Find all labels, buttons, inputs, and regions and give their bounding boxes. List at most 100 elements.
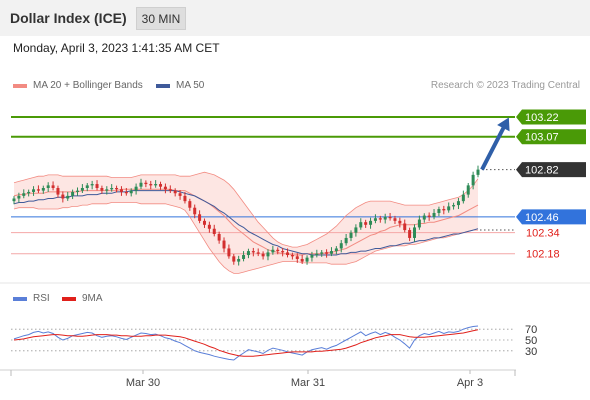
rsi-tick-label: 50 <box>525 335 537 347</box>
price-badge: 102.46 <box>516 209 586 225</box>
candle <box>452 205 456 207</box>
candle <box>32 189 36 192</box>
candle <box>359 222 363 228</box>
candle <box>149 184 153 186</box>
bollinger-swatch <box>13 83 27 88</box>
candle <box>202 220 206 225</box>
candle <box>369 220 373 225</box>
candle <box>373 218 377 221</box>
candle <box>217 234 221 241</box>
candle <box>168 189 172 191</box>
candle <box>110 188 114 190</box>
price-badge-bg <box>516 209 586 225</box>
candle <box>41 188 45 191</box>
candle <box>207 224 211 229</box>
legend-rsi-label: RSI <box>33 293 50 304</box>
timeframe-badge[interactable]: 30 MIN <box>136 7 186 30</box>
candle <box>266 252 270 257</box>
candle <box>222 240 226 249</box>
x-tick-label: Apr 3 <box>457 377 483 389</box>
candle <box>276 249 280 252</box>
bb-lower-line <box>13 202 478 274</box>
candle <box>173 190 177 194</box>
candle <box>227 248 231 257</box>
legend-rsi: RSI <box>13 293 50 304</box>
candle <box>27 191 31 194</box>
candle <box>17 195 21 199</box>
candle <box>295 256 299 259</box>
candle <box>432 212 436 217</box>
price-label: 102.18 <box>526 249 560 261</box>
legend-bollinger-label: MA 20 + Bollinger Bands <box>33 80 143 91</box>
candle <box>144 182 148 185</box>
projection-arrow-head <box>497 117 510 132</box>
x-tick-label: Mar 31 <box>291 377 325 389</box>
candle <box>286 252 290 256</box>
candle <box>442 209 446 211</box>
candle <box>256 252 260 254</box>
ma50-line <box>13 190 479 256</box>
candle <box>413 227 417 238</box>
price-label: 103.22 <box>525 112 559 124</box>
candle <box>51 185 55 188</box>
ma20-line <box>13 188 479 256</box>
price-badge: 103.22 <box>516 109 586 125</box>
candle <box>12 198 16 202</box>
candle <box>344 237 348 244</box>
rsi-tick-label: 30 <box>525 346 537 358</box>
candle <box>315 253 319 256</box>
legend-ma50: MA 50 <box>156 80 204 91</box>
candle <box>75 190 79 192</box>
candle <box>417 219 421 228</box>
candle <box>183 195 187 202</box>
candle <box>354 227 358 233</box>
candle <box>447 206 451 211</box>
price-label: 102.46 <box>525 212 559 224</box>
candle <box>476 169 480 175</box>
candle <box>188 201 192 208</box>
candle <box>129 190 133 194</box>
candle <box>61 194 65 199</box>
candle <box>134 186 138 191</box>
candle <box>281 251 285 253</box>
credit-text: Research © 2023 Trading Central <box>430 80 580 91</box>
bollinger-band <box>14 172 478 274</box>
legend-rsi-ma: 9MA <box>62 293 103 304</box>
candle <box>364 222 368 225</box>
candle <box>139 182 143 187</box>
candle <box>427 215 431 217</box>
x-tick-label: Mar 30 <box>126 377 160 389</box>
rsi-ma-line <box>13 329 479 357</box>
candle <box>456 201 460 206</box>
candle <box>271 249 275 253</box>
candle <box>115 188 119 190</box>
candle <box>403 223 407 231</box>
candle <box>85 185 89 188</box>
candle <box>388 216 392 219</box>
candle <box>471 174 475 186</box>
rsi-swatch <box>13 296 27 301</box>
price-badge-bg <box>516 129 586 145</box>
timestamp: Monday, April 3, 2023 1:41:35 AM CET <box>13 41 220 55</box>
candle <box>398 220 402 224</box>
candle <box>56 188 60 195</box>
legend-bollinger: MA 20 + Bollinger Bands <box>13 80 143 91</box>
candle <box>251 251 255 253</box>
candle <box>349 232 353 238</box>
ma50-swatch <box>156 83 170 88</box>
candle <box>71 191 75 196</box>
candle <box>212 228 216 234</box>
rsi-line <box>13 325 479 361</box>
candle <box>334 248 338 252</box>
price-badge: 103.07 <box>516 129 586 145</box>
candle <box>378 218 382 220</box>
candle <box>22 193 26 196</box>
price-badge-bg <box>516 162 586 178</box>
candle <box>198 214 202 221</box>
candle <box>95 184 99 188</box>
bb-upper-line <box>13 171 479 248</box>
candle <box>242 255 246 259</box>
candle <box>36 189 40 191</box>
candle <box>80 188 84 191</box>
